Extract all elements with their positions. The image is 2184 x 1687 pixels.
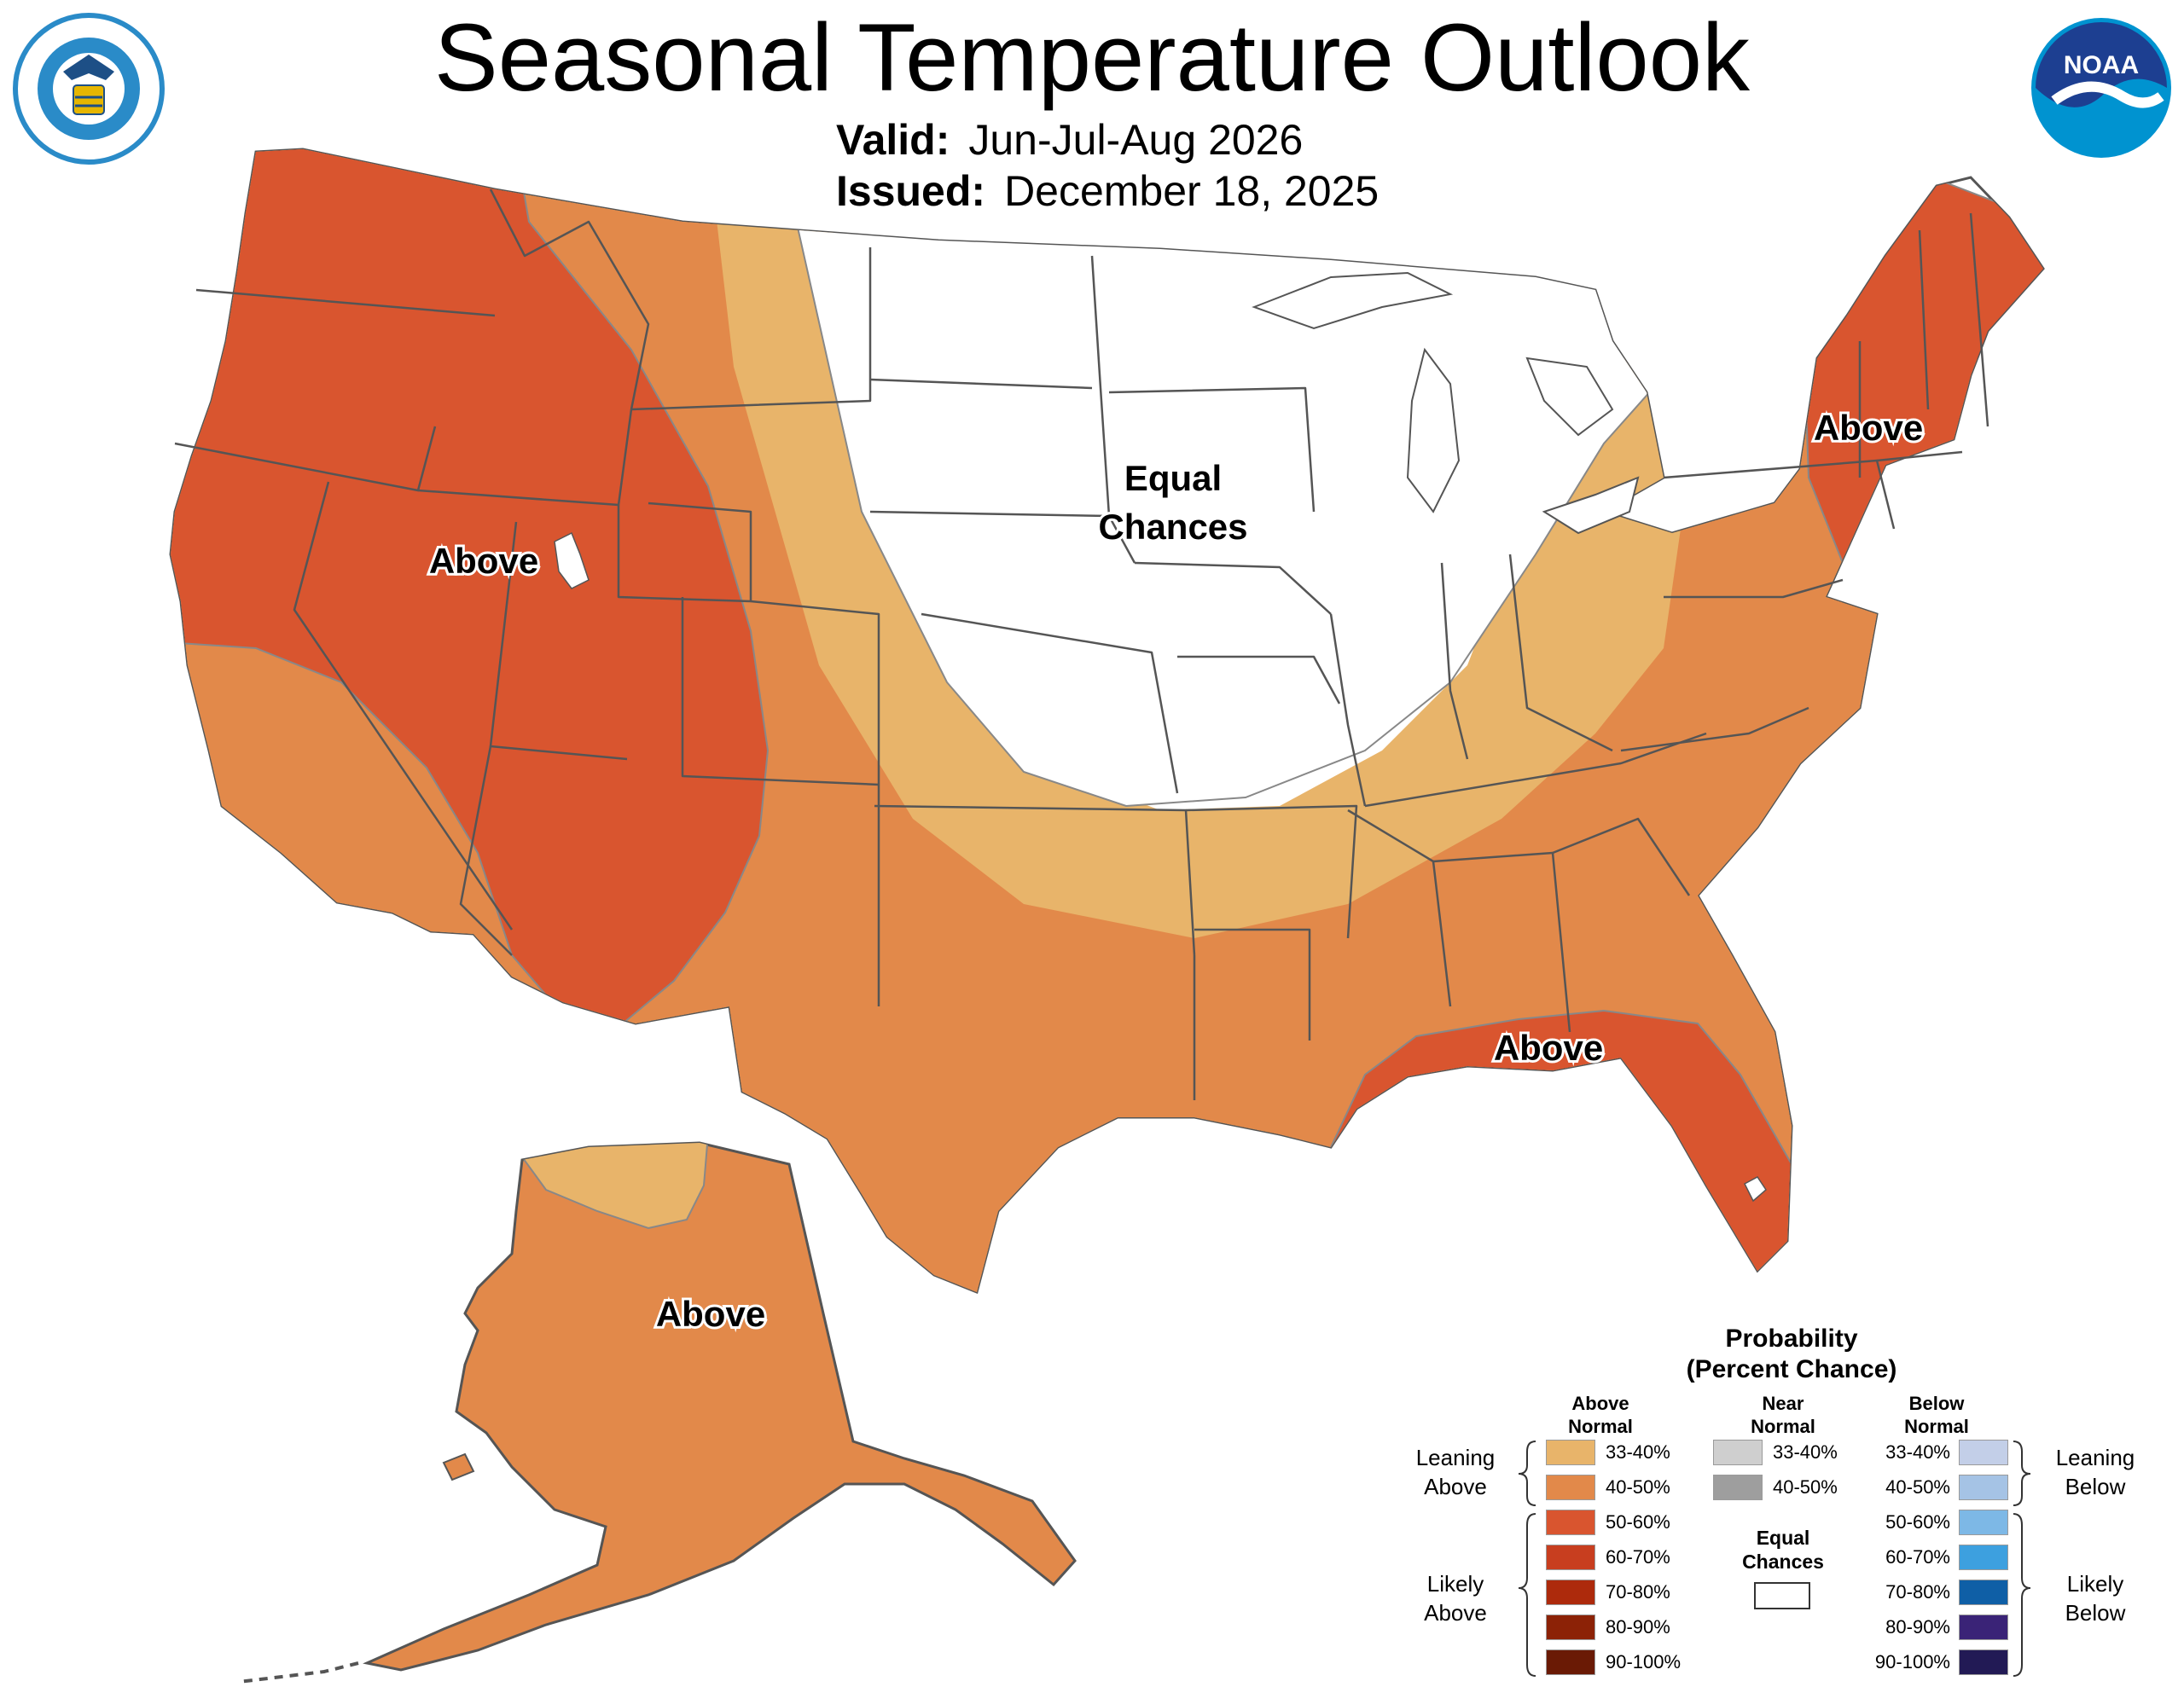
legend-leaning-below-1: Leaning — [2055, 1445, 2135, 1470]
legend-below-swatch — [1959, 1580, 2008, 1605]
legend-above-label: 90-100% — [1606, 1651, 1682, 1673]
issued-label: Issued: — [836, 167, 986, 215]
legend-likely-below-2: Below — [2065, 1600, 2126, 1626]
legend-near-label: 40-50% — [1773, 1476, 1838, 1498]
legend-near-label: 33-40% — [1773, 1441, 1838, 1463]
legend-likely-above-1: Likely — [1426, 1571, 1484, 1597]
legend-above-swatch — [1546, 1580, 1595, 1605]
legend-above-label: 50-60% — [1606, 1511, 1670, 1533]
valid-value: Jun-Jul-Aug 2026 — [968, 116, 1304, 164]
label-equal-chances-1: Equal — [1124, 458, 1222, 498]
aleutian-islands — [238, 1661, 359, 1684]
legend-equal-chances-swatch — [1754, 1582, 1810, 1609]
legend-braces — [1518, 1441, 2031, 1677]
legend-above-swatch — [1546, 1440, 1595, 1465]
lake-okeechobee — [1744, 1176, 1767, 1203]
alaska — [238, 1141, 1077, 1684]
legend-below-swatch — [1959, 1615, 2008, 1640]
legend-above-swatch — [1546, 1615, 1595, 1640]
alaska-lean-area — [510, 1143, 710, 1230]
legend-below-label: 33-40% — [1885, 1441, 1950, 1463]
noaa-logo: NOAA — [2029, 15, 2174, 160]
legend-below-label: 60-70% — [1885, 1546, 1950, 1568]
legend-above-label: 33-40% — [1606, 1441, 1670, 1463]
label-above-west: Above — [429, 541, 538, 581]
legend-col-near-1: Near — [1762, 1393, 1804, 1414]
great-lakes — [1252, 271, 1640, 535]
legend-below-swatch — [1959, 1649, 2008, 1675]
label-above-alaska: Above — [656, 1294, 765, 1334]
legend-equal-chances-1: Equal — [1756, 1527, 1810, 1549]
legend-below-label: 50-60% — [1885, 1511, 1950, 1533]
legend-leaning-above-1: Leaning — [1415, 1445, 1496, 1470]
legend-leaning-below-2: Below — [2065, 1474, 2126, 1499]
label-above-northeast: Above — [1814, 408, 1923, 448]
issued-value: December 18, 2025 — [1004, 167, 1380, 215]
legend-above-label: 70-80% — [1606, 1581, 1670, 1603]
legend-above-swatch — [1546, 1649, 1595, 1675]
great-salt-lake — [554, 531, 590, 589]
legend-col-below-2: Normal — [1904, 1416, 1969, 1437]
legend-below-swatch — [1959, 1545, 2008, 1570]
label-above-gulf: Above — [1494, 1028, 1603, 1068]
legend-leaning-above-2: Above — [1424, 1474, 1487, 1499]
legend-title-line2: (Percent Chance) — [1686, 1355, 1897, 1383]
legend-below-label: 80-90% — [1885, 1616, 1950, 1638]
legend-equal-chances-2: Chances — [1742, 1551, 1824, 1573]
legend-near-swatch — [1713, 1440, 1763, 1465]
legend-col-above-1: Above — [1571, 1393, 1629, 1414]
commerce-seal-logo — [12, 12, 166, 165]
kodiak-island — [442, 1452, 475, 1481]
valid-line: Valid: Jun-Jul-Aug 2026 — [836, 115, 1303, 165]
legend-col-above-2: Normal — [1568, 1416, 1633, 1437]
legend-below-swatch — [1959, 1440, 2008, 1465]
label-equal-chances-2: Chances — [1098, 507, 1247, 547]
issued-line: Issued: December 18, 2025 — [836, 166, 1379, 216]
legend-below-swatch — [1959, 1510, 2008, 1535]
legend-likely-above-2: Above — [1424, 1600, 1487, 1626]
legend-col-below-1: Below — [1908, 1393, 1965, 1414]
state-boundaries — [174, 188, 1989, 1100]
legend-near-swatch — [1713, 1475, 1763, 1500]
legend-below-label: 40-50% — [1885, 1476, 1950, 1498]
page-title: Seasonal Temperature Outlook — [434, 4, 1750, 111]
legend-above-swatch — [1546, 1475, 1595, 1500]
legend-above-label: 40-50% — [1606, 1476, 1670, 1498]
legend-below-swatch — [1959, 1475, 2008, 1500]
legend-above-swatch — [1546, 1510, 1595, 1535]
noaa-logo-text: NOAA — [2064, 51, 2139, 79]
legend-col-near-2: Normal — [1751, 1416, 1815, 1437]
legend-above-label: 60-70% — [1606, 1546, 1670, 1568]
legend-likely-below-1: Likely — [2066, 1571, 2124, 1597]
legend-below-label: 90-100% — [1874, 1651, 1950, 1673]
valid-label: Valid: — [836, 116, 950, 164]
legend-title-line1: Probability — [1725, 1325, 1858, 1353]
legend-below-label: 70-80% — [1885, 1581, 1950, 1603]
legend-above-swatch — [1546, 1545, 1595, 1570]
legend-above-label: 80-90% — [1606, 1616, 1670, 1638]
